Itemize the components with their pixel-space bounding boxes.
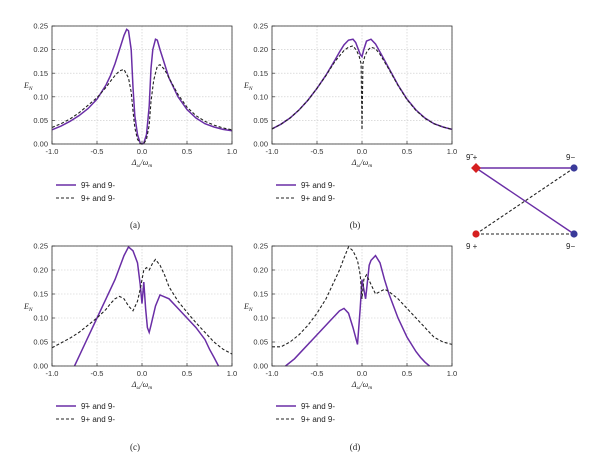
network-diagram: 9̃ + 9− 9 + 9− xyxy=(466,153,578,251)
edge-tl-br xyxy=(475,167,575,235)
node-top-right xyxy=(570,164,578,172)
y-tick-label: 0.15 xyxy=(33,69,48,78)
chart-panel-0: -1.0 -0.5 0.0 0.5 1.0 0.00 0.05 0.10 0.15 0.20 0.2… xyxy=(23,22,237,230)
y-tick-label: 0.05 xyxy=(33,338,48,347)
y-tick-label: 0.05 xyxy=(33,116,48,125)
y-tick-label: 0.00 xyxy=(253,362,268,371)
x-tick-label: -1.0 xyxy=(266,369,279,378)
legend-label: 9̃+ and 9- xyxy=(81,402,115,411)
y-tick-label: 0.00 xyxy=(33,140,48,149)
x-tick-label: 0.0 xyxy=(137,369,147,378)
x-tick-label: -1.0 xyxy=(266,147,279,156)
series-dashed-line xyxy=(272,246,453,348)
y-tick-label: 0.25 xyxy=(33,22,48,31)
legend-label: 9+ and 9- xyxy=(301,415,335,424)
chart-panels: -1.0 -0.5 0.0 0.5 1.0 0.00 0.05 0.10 0.15 0.20 0.2… xyxy=(23,22,457,452)
legend: 9̃+ and 9- 9+ and 9- xyxy=(56,402,115,424)
x-axis-label: Δω/ωm xyxy=(351,158,372,169)
x-tick-label: 1.0 xyxy=(227,147,237,156)
y-tick-label: 0.00 xyxy=(33,362,48,371)
x-tick-label: 1.0 xyxy=(447,147,457,156)
legend-label: 9+ and 9- xyxy=(81,415,115,424)
chart-panel-2: -1.0 -0.5 0.0 0.5 1.0 0.00 0.05 0.10 0.15 0.20 0.2… xyxy=(23,242,237,452)
y-tick-label: 0.05 xyxy=(253,338,268,347)
x-tick-label: 0.0 xyxy=(357,147,367,156)
x-tick-label: -0.5 xyxy=(91,369,104,378)
panel-caption: (b) xyxy=(350,220,361,230)
chart-panel-3: -1.0 -0.5 0.0 0.5 1.0 0.00 0.05 0.10 0.15 0.20 0.2… xyxy=(243,242,457,452)
series-solid-line xyxy=(73,245,220,367)
legend-label: 9+ and 9- xyxy=(301,194,335,203)
y-axis-label: EN xyxy=(243,302,253,313)
y-tick-label: 0.10 xyxy=(33,314,48,323)
legend: 9̃+ and 9- 9+ and 9- xyxy=(276,402,335,424)
node-label-bottom-left: 9 + xyxy=(466,242,478,251)
x-axis-label: Δω/ωm xyxy=(131,380,152,391)
y-axis-label: EN xyxy=(23,302,33,313)
y-axis-label: EN xyxy=(23,81,33,92)
panel-caption: (a) xyxy=(130,220,140,230)
node-bottom-left xyxy=(472,230,480,238)
y-tick-label: 0.10 xyxy=(253,92,268,101)
y-axis-label: EN xyxy=(243,81,253,92)
y-tick-label: 0.15 xyxy=(253,290,268,299)
y-tick-label: 0.05 xyxy=(253,116,268,125)
y-tick-label: 0.20 xyxy=(33,45,48,54)
y-tick-label: 0.25 xyxy=(253,242,268,251)
node-bottom-right xyxy=(570,230,578,238)
series-dashed-line xyxy=(271,45,453,130)
x-tick-label: 0.5 xyxy=(182,369,192,378)
x-axis-label: Δω/ωm xyxy=(131,158,152,169)
x-tick-label: -0.5 xyxy=(91,147,104,156)
x-axis-label: Δω/ωm xyxy=(351,380,372,391)
legend-label: 9̃+ and 9- xyxy=(301,181,335,190)
x-tick-label: 1.0 xyxy=(447,369,457,378)
panel-caption: (c) xyxy=(130,442,140,452)
x-tick-label: -0.5 xyxy=(311,147,324,156)
x-tick-label: 1.0 xyxy=(227,369,237,378)
legend-label: 9̃+ and 9- xyxy=(301,402,335,411)
x-tick-label: -1.0 xyxy=(46,147,59,156)
legend-label: 9̃+ and 9- xyxy=(81,181,115,190)
y-tick-label: 0.20 xyxy=(33,266,48,275)
y-tick-label: 0.25 xyxy=(33,242,48,251)
x-tick-label: 0.0 xyxy=(357,369,367,378)
y-tick-label: 0.00 xyxy=(253,140,268,149)
y-tick-label: 0.25 xyxy=(253,22,268,31)
x-tick-label: -0.5 xyxy=(311,369,324,378)
series-solid-line xyxy=(285,254,430,367)
node-label-bottom-right: 9− xyxy=(566,242,575,251)
node-top-left-diamond xyxy=(471,163,481,173)
x-tick-label: 0.5 xyxy=(182,147,192,156)
x-tick-label: 0.0 xyxy=(137,147,147,156)
node-label-top-right: 9− xyxy=(566,153,575,162)
y-tick-label: 0.10 xyxy=(33,92,48,101)
node-label-top-left: 9̃ + xyxy=(466,153,478,162)
y-tick-label: 0.20 xyxy=(253,45,268,54)
x-tick-label: 0.5 xyxy=(402,369,412,378)
x-tick-label: -1.0 xyxy=(46,369,59,378)
y-tick-label: 0.10 xyxy=(253,314,268,323)
legend: 9̃+ and 9- 9+ and 9- xyxy=(56,181,115,203)
panel-caption: (d) xyxy=(350,442,361,452)
y-tick-label: 0.15 xyxy=(33,290,48,299)
y-tick-label: 0.15 xyxy=(253,69,268,78)
x-tick-label: 0.5 xyxy=(402,147,412,156)
legend: 9̃+ and 9- 9+ and 9- xyxy=(276,181,335,203)
y-tick-label: 0.20 xyxy=(253,266,268,275)
chart-panel-1: -1.0 -0.5 0.0 0.5 1.0 0.00 0.05 0.10 0.15 0.20 0.2… xyxy=(243,22,457,230)
legend-label: 9+ and 9- xyxy=(81,194,115,203)
